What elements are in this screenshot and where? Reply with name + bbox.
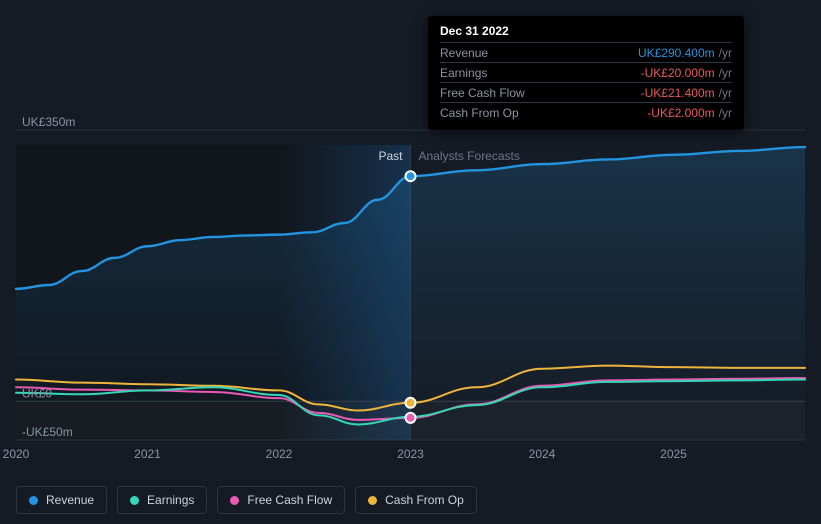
legend-dot-icon	[230, 496, 239, 505]
tooltip-row: Cash From Op -UK£2.000m/yr	[440, 102, 732, 122]
legend-item-revenue[interactable]: Revenue	[16, 486, 107, 514]
tooltip-row-label: Revenue	[440, 46, 488, 60]
legend-dot-icon	[29, 496, 38, 505]
tooltip-row: Earnings -UK£20.000m/yr	[440, 62, 732, 82]
tooltip-row-unit: /yr	[719, 46, 732, 60]
tooltip-row: Revenue UK£290.400m/yr	[440, 42, 732, 62]
legend-item-cfo[interactable]: Cash From Op	[355, 486, 477, 514]
x-axis-label: 2021	[134, 447, 161, 461]
tooltip-row-unit: /yr	[719, 86, 732, 100]
tooltip-row-label: Earnings	[440, 66, 487, 80]
tooltip-row-unit: /yr	[719, 106, 732, 120]
legend-label: Revenue	[46, 493, 94, 507]
tooltip-row-value: -UK£2.000m	[647, 106, 714, 120]
legend-item-fcf[interactable]: Free Cash Flow	[217, 486, 345, 514]
x-axis-label: 2025	[660, 447, 687, 461]
financials-chart: UK£350m UK£0 -UK£50m 2020 2021 2022 2023 2024 20…	[0, 0, 821, 524]
tooltip-date: Dec 31 2022	[440, 24, 732, 38]
chart-legend: Revenue Earnings Free Cash Flow Cash From O…	[16, 486, 477, 514]
section-forecast-label: Analysts Forecasts	[419, 149, 520, 163]
y-axis-label: UK£0	[22, 386, 52, 400]
tooltip-row-label: Free Cash Flow	[440, 86, 525, 100]
x-axis-label: 2023	[397, 447, 424, 461]
legend-label: Earnings	[147, 493, 194, 507]
y-axis-label: -UK£50m	[22, 425, 73, 439]
revenue-highlight-marker	[406, 171, 416, 181]
tooltip-row-value: -UK£21.400m	[641, 86, 715, 100]
y-axis-label: UK£350m	[22, 115, 75, 129]
fcf-highlight-marker	[406, 413, 416, 423]
legend-item-earnings[interactable]: Earnings	[117, 486, 207, 514]
tooltip-row: Free Cash Flow -UK£21.400m/yr	[440, 82, 732, 102]
legend-label: Cash From Op	[385, 493, 464, 507]
x-axis-label: 2022	[266, 447, 293, 461]
x-axis-label: 2024	[529, 447, 556, 461]
x-axis-label: 2020	[3, 447, 30, 461]
tooltip-row-label: Cash From Op	[440, 106, 519, 120]
tooltip-row-value: -UK£20.000m	[641, 66, 715, 80]
chart-tooltip: Dec 31 2022 RevenueUK£290.400m/yrEarning…	[428, 16, 744, 130]
section-past-label: Past	[378, 149, 403, 163]
tooltip-row-value: UK£290.400m	[638, 46, 715, 60]
legend-label: Free Cash Flow	[247, 493, 332, 507]
tooltip-row-unit: /yr	[719, 66, 732, 80]
legend-dot-icon	[368, 496, 377, 505]
legend-dot-icon	[130, 496, 139, 505]
cfo-highlight-marker	[406, 398, 416, 408]
